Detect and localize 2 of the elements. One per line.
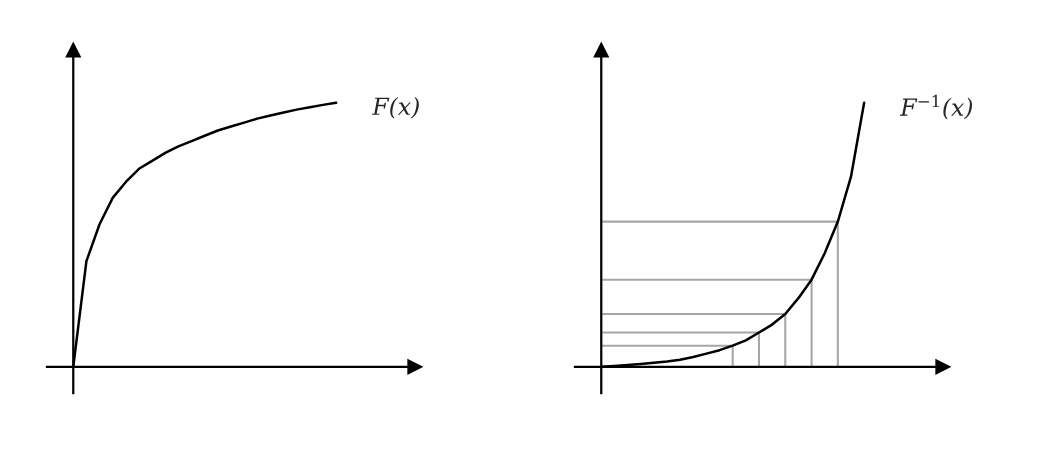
- series-label: F$^{−1}$(x): [899, 94, 973, 120]
- series-label: F(x): [371, 96, 419, 119]
